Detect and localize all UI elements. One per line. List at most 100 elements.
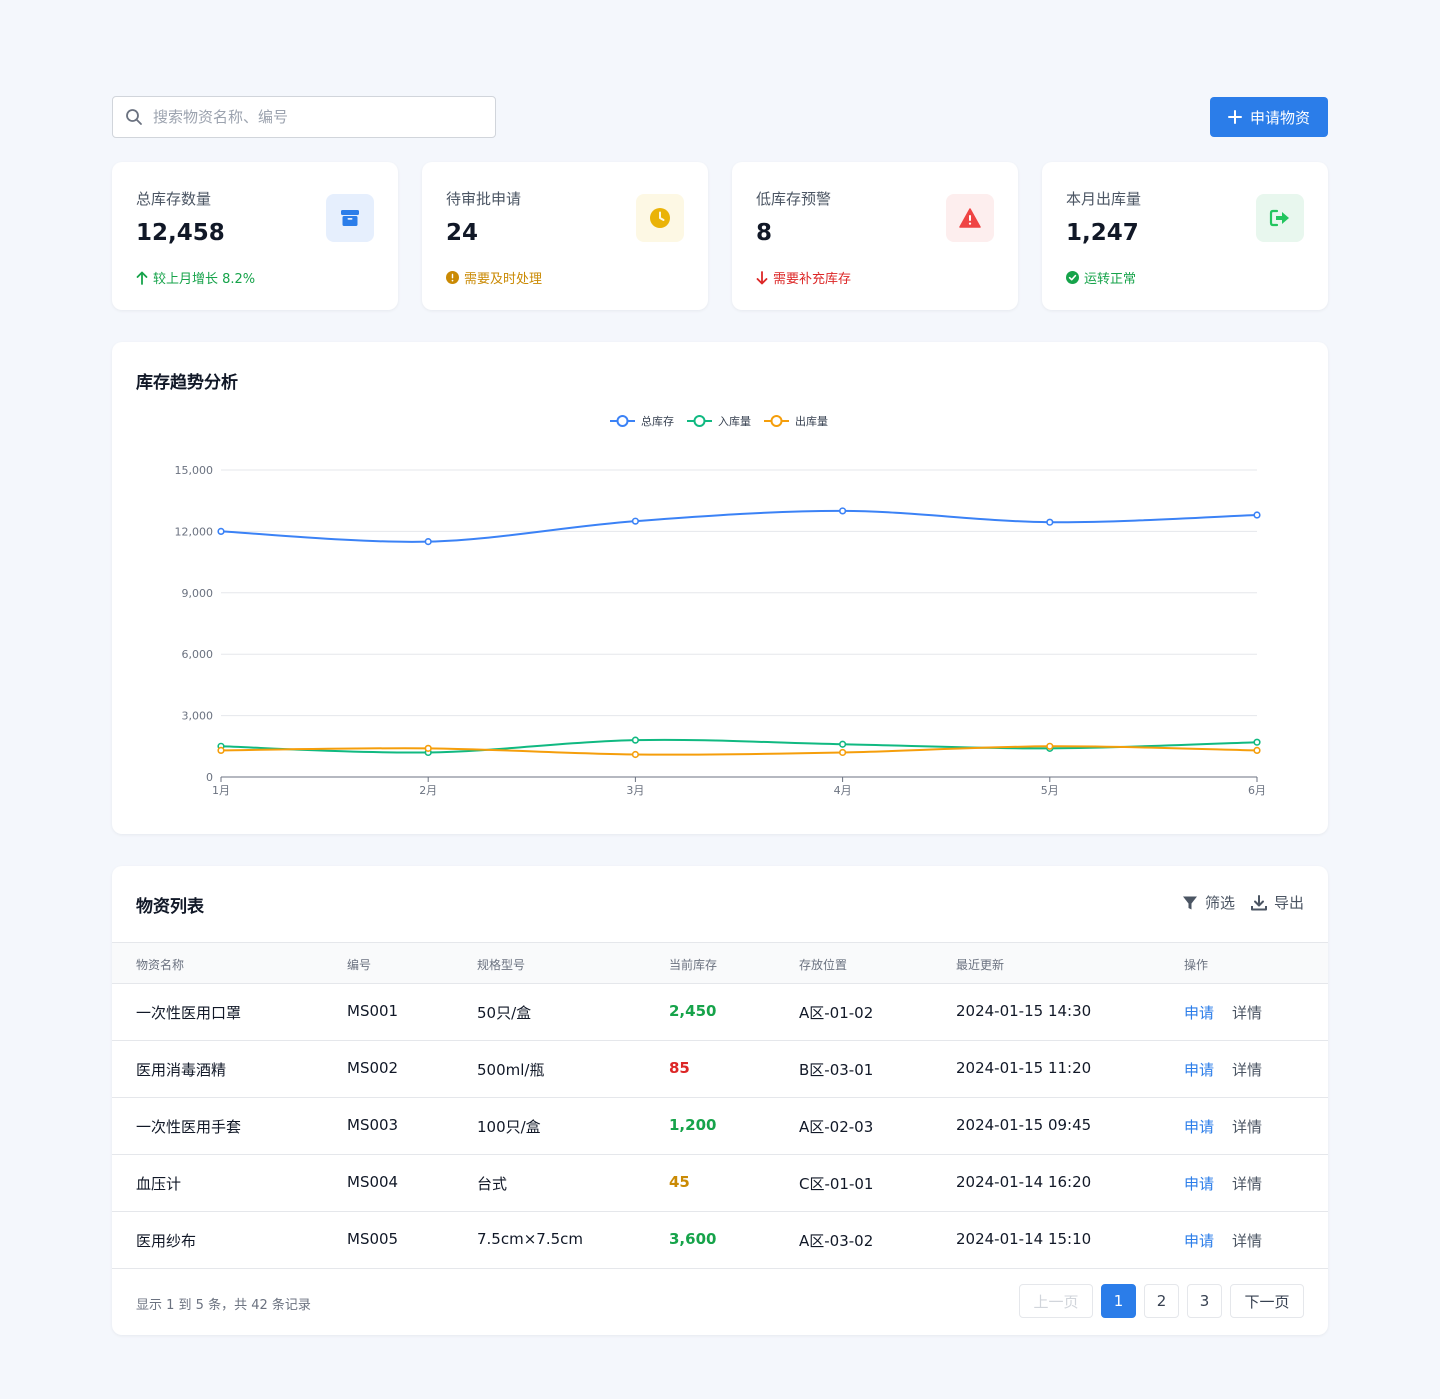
- cell-name: 一次性医用手套: [136, 1118, 242, 1136]
- prev-page-button[interactable]: 上一页: [1019, 1284, 1093, 1318]
- legend-marker: [693, 415, 706, 427]
- apply-material-label: 申请物资: [1249, 108, 1310, 127]
- plus-icon: [1227, 110, 1242, 124]
- row-apply-link[interactable]: 申请: [1184, 1061, 1215, 1079]
- page-button-3[interactable]: 3: [1187, 1284, 1222, 1318]
- table-row: 医用消毒酒精 MS002 500ml/瓶 85 B区-03-01 2024-01…: [112, 1041, 1328, 1098]
- data-point: [217, 527, 225, 535]
- row-detail-link[interactable]: 详情: [1232, 1232, 1263, 1250]
- cell-name: 血压计: [136, 1175, 182, 1193]
- box-icon: [326, 194, 374, 242]
- data-point: [217, 746, 225, 754]
- column-header-name: 物资名称: [136, 958, 185, 972]
- y-tick-label: 9,000: [182, 587, 214, 600]
- stat-note: 较上月增长 8.2%: [136, 268, 255, 287]
- search-input[interactable]: [153, 108, 473, 126]
- cell-spec: 500ml/瓶: [477, 1061, 545, 1079]
- column-header-location: 存放位置: [799, 958, 848, 972]
- x-tick-label: 2月: [419, 784, 437, 797]
- cell-location: A区-02-03: [799, 1118, 874, 1136]
- row-apply-link[interactable]: 申请: [1184, 1004, 1215, 1022]
- check-circle-icon: [1066, 271, 1079, 284]
- filter-label: 筛选: [1204, 894, 1235, 912]
- stat-label: 总库存数量: [136, 190, 212, 208]
- data-point: [1253, 746, 1261, 754]
- cell-updated: 2024-01-15 14:30: [956, 1002, 1092, 1020]
- y-tick-label: 0: [206, 771, 213, 784]
- cell-code: MS005: [347, 1230, 399, 1248]
- data-point: [838, 740, 847, 748]
- stat-label: 低库存预警: [756, 190, 832, 208]
- export-label: 导出: [1273, 894, 1304, 912]
- data-point: [838, 748, 847, 757]
- stat-note: 需要补充库存: [756, 268, 851, 287]
- cell-code: MS003: [347, 1116, 399, 1134]
- legend-marker: [616, 415, 629, 427]
- cell-location: A区-03-02: [799, 1232, 874, 1250]
- filter-button[interactable]: 筛选: [1182, 892, 1235, 913]
- stat-value: 8: [756, 220, 773, 246]
- stat-note: 运转正常: [1066, 268, 1136, 287]
- cell-spec: 7.5cm×7.5cm: [477, 1230, 583, 1248]
- next-page-button[interactable]: 下一页: [1230, 1284, 1304, 1318]
- row-detail-link[interactable]: 详情: [1232, 1004, 1263, 1022]
- data-point: [1253, 738, 1261, 746]
- filter-icon: [1182, 896, 1197, 909]
- column-header-stock: 当前库存: [669, 958, 718, 972]
- clock-icon: [636, 194, 684, 242]
- arrow-down-icon: [756, 270, 768, 284]
- table-row: 一次性医用口罩 MS001 50只/盒 2,450 A区-01-02 2024-…: [112, 984, 1328, 1041]
- legend-label: 总库存: [641, 414, 674, 428]
- row-detail-link[interactable]: 详情: [1232, 1118, 1263, 1136]
- data-point: [424, 744, 432, 752]
- x-tick-label: 6月: [1248, 784, 1266, 797]
- legend-label: 入库量: [718, 415, 751, 428]
- arrow-up-icon: [136, 271, 148, 285]
- y-tick-label: 12,000: [175, 525, 214, 538]
- cell-stock: 45: [669, 1173, 690, 1191]
- stat-note-text: 需要及时处理: [464, 272, 543, 287]
- y-tick-label: 15,000: [175, 464, 214, 477]
- stat-label: 本月出库量: [1066, 190, 1142, 208]
- cell-updated: 2024-01-14 16:20: [956, 1173, 1092, 1191]
- data-point: [838, 507, 847, 515]
- search-box[interactable]: [112, 96, 496, 138]
- data-point: [631, 736, 640, 744]
- row-apply-link[interactable]: 申请: [1184, 1175, 1215, 1193]
- x-tick-label: 4月: [834, 784, 852, 797]
- row-apply-link[interactable]: 申请: [1184, 1232, 1215, 1250]
- cell-code: MS004: [347, 1173, 399, 1191]
- inventory-trend-chart: 0 3,000 6,000 9,000 12,000 15,000 1月 2月 3月 4月 5月 6月…: [175, 414, 1267, 797]
- cell-updated: 2024-01-15 11:20: [956, 1059, 1092, 1077]
- cell-name: 医用纱布: [136, 1232, 197, 1250]
- data-point: [1046, 742, 1054, 750]
- cell-spec: 100只/盒: [477, 1118, 541, 1136]
- export-button[interactable]: 导出: [1250, 892, 1304, 913]
- x-tick-label: 5月: [1041, 784, 1059, 797]
- table-toolbar: 筛选 导出: [1182, 892, 1304, 913]
- stat-value: 1,247: [1066, 220, 1139, 246]
- cell-code: MS001: [347, 1002, 399, 1020]
- cell-location: C区-01-01: [799, 1175, 874, 1193]
- data-point: [424, 538, 432, 546]
- stat-value: 24: [446, 220, 479, 246]
- stat-value: 12,458: [136, 220, 225, 246]
- stat-card-total-stock: 总库存数量 12,458 较上月增长 8.2%: [112, 162, 398, 310]
- row-apply-link[interactable]: 申请: [1184, 1118, 1215, 1136]
- page-button-2[interactable]: 2: [1144, 1284, 1179, 1318]
- table-title: 物资列表: [136, 897, 204, 917]
- cell-spec: 50只/盒: [477, 1004, 532, 1022]
- exclamation-circle-icon: [446, 271, 459, 284]
- apply-material-button[interactable]: 申请物资: [1210, 97, 1328, 137]
- page-button-1[interactable]: 1: [1101, 1284, 1136, 1318]
- cell-name: 医用消毒酒精: [136, 1061, 227, 1079]
- row-detail-link[interactable]: 详情: [1232, 1175, 1263, 1193]
- cell-stock: 3,600: [669, 1230, 717, 1248]
- inventory-trend-panel: 库存趋势分析 0 3,000 6,000 9,000 12,000 15,000 1月 2月 3…: [112, 342, 1328, 834]
- row-detail-link[interactable]: 详情: [1232, 1061, 1263, 1079]
- exit-icon: [1256, 194, 1304, 242]
- pagination-summary: 显示 1 到 5 条，共 42 条记录: [136, 1298, 311, 1313]
- x-tick-label: 1月: [212, 784, 230, 797]
- cell-updated: 2024-01-15 09:45: [956, 1116, 1092, 1134]
